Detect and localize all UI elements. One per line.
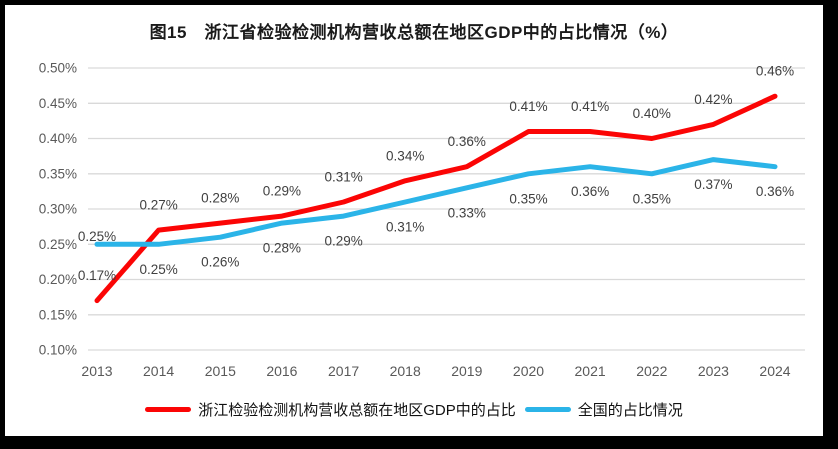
line-chart: 0.50%0.45%0.40%0.35%0.30%0.25%0.20%0.15%… bbox=[39, 61, 805, 379]
x-tick-label: 2017 bbox=[328, 363, 359, 379]
y-tick-label: 0.35% bbox=[39, 166, 77, 181]
x-tick-label: 2015 bbox=[205, 363, 236, 379]
legend-label-zhejiang: 浙江检验检测机构营收总额在地区GDP中的占比 bbox=[198, 402, 516, 419]
x-tick-label: 2016 bbox=[266, 363, 297, 379]
y-tick-label: 0.25% bbox=[39, 237, 77, 252]
legend-item-national: 全国的占比情况 bbox=[524, 399, 683, 420]
data-label: 0.31% bbox=[386, 220, 424, 235]
data-label: 0.28% bbox=[201, 191, 239, 206]
x-tick-label: 2014 bbox=[143, 363, 174, 379]
y-tick-label: 0.40% bbox=[39, 131, 77, 146]
legend-label-national: 全国的占比情况 bbox=[577, 402, 683, 419]
zhejiang-series-line bbox=[94, 93, 778, 304]
data-label: 0.31% bbox=[324, 170, 362, 185]
data-label: 0.37% bbox=[694, 177, 732, 192]
zhejiang-data-labels: 0.17% 0.27% 0.28% 0.29% 0.31% 0.34% 0.36% 0.41%… bbox=[78, 64, 794, 283]
y-tick-label: 0.50% bbox=[39, 61, 77, 76]
data-label: 0.36% bbox=[448, 134, 486, 149]
data-label: 0.36% bbox=[571, 184, 609, 199]
gridlines bbox=[88, 67, 805, 351]
data-label: 0.25% bbox=[139, 262, 177, 277]
zhejiang-line-swatch bbox=[145, 407, 192, 412]
legend: 浙江检验检测机构营收总额在地区GDP中的占比 全国的占比情况 bbox=[5, 399, 823, 420]
data-label: 0.41% bbox=[571, 99, 609, 114]
chart-title: 图15 浙江省检验检测机构营收总额在地区GDP中的占比情况（%） bbox=[149, 23, 679, 42]
x-tick-label: 2024 bbox=[759, 363, 790, 379]
national-data-labels: 0.25% 0.25% 0.26% 0.28% 0.29% 0.31% 0.33% 0.35%… bbox=[78, 177, 794, 277]
data-label: 0.17% bbox=[78, 268, 116, 283]
chart-area: 0.50% 0.45% 0.40% 0.35% 0.30% 0.25% 0.20% 0.15%… bbox=[5, 5, 823, 436]
x-tick-label: 2020 bbox=[513, 363, 544, 379]
data-label: 0.28% bbox=[263, 241, 301, 256]
data-label: 0.40% bbox=[633, 106, 671, 121]
x-tick-label: 2022 bbox=[636, 363, 667, 379]
data-label: 0.36% bbox=[756, 184, 794, 199]
data-label: 0.29% bbox=[263, 184, 301, 199]
y-tick-label: 0.45% bbox=[39, 96, 77, 111]
data-label: 0.33% bbox=[448, 205, 486, 220]
data-label: 0.35% bbox=[633, 191, 671, 206]
data-label: 0.26% bbox=[201, 255, 239, 270]
x-tick-label: 2013 bbox=[81, 363, 112, 379]
y-tick-label: 0.15% bbox=[39, 307, 77, 322]
x-axis-tick-labels: 2013 2014 2015 2016 2017 2018 2019 2020 2021 2022… bbox=[81, 363, 790, 379]
legend-item-zhejiang: 浙江检验检测机构营收总额在地区GDP中的占比 bbox=[145, 399, 516, 420]
data-label: 0.34% bbox=[386, 148, 424, 163]
data-label: 0.46% bbox=[756, 64, 794, 79]
x-tick-label: 2021 bbox=[575, 363, 606, 379]
national-line-swatch bbox=[524, 407, 571, 412]
data-label: 0.35% bbox=[509, 191, 547, 206]
y-tick-label: 0.30% bbox=[39, 202, 77, 217]
data-label: 0.27% bbox=[139, 198, 177, 213]
x-tick-label: 2019 bbox=[451, 363, 482, 379]
data-label: 0.25% bbox=[78, 229, 116, 244]
national-series-line bbox=[94, 157, 778, 247]
x-tick-label: 2023 bbox=[698, 363, 729, 379]
y-axis-tick-labels: 0.50% 0.45% 0.40% 0.35% 0.30% 0.25% 0.20% 0.15%… bbox=[39, 61, 77, 358]
x-tick-label: 2018 bbox=[390, 363, 421, 379]
data-label: 0.29% bbox=[324, 234, 362, 249]
data-label: 0.42% bbox=[694, 92, 732, 107]
y-tick-label: 0.20% bbox=[39, 272, 77, 287]
data-label: 0.41% bbox=[509, 99, 547, 114]
y-tick-label: 0.10% bbox=[39, 343, 77, 358]
